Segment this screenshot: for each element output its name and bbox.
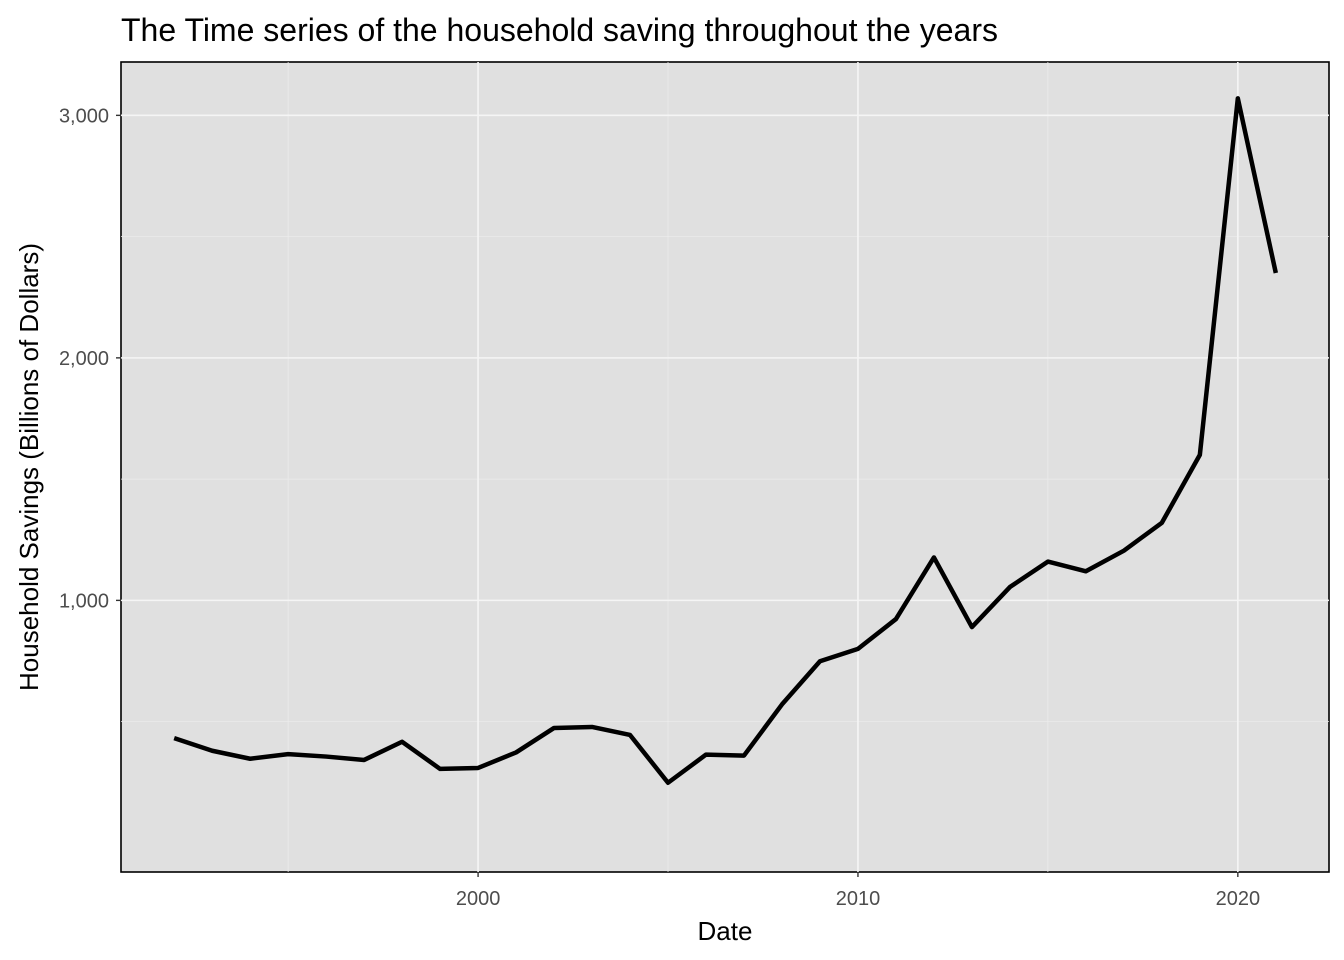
chart-title: The Time series of the household saving … <box>121 12 998 48</box>
x-axis-title: Date <box>698 916 753 946</box>
x-tick-label: 2020 <box>1216 888 1261 910</box>
axis-ticks: 2000 2010 2020 1,000 2,000 3,000 <box>59 105 1260 910</box>
data-series <box>173 96 1279 785</box>
x-tick-label: 2010 <box>836 888 881 910</box>
y-axis-title: Household Savings (Billions of Dollars) <box>14 243 44 691</box>
y-tick-label: 3,000 <box>59 105 109 127</box>
y-tick-label: 1,000 <box>59 590 109 612</box>
series-line <box>173 96 1279 785</box>
y-tick-label: 2,000 <box>59 348 109 370</box>
grid-lines <box>121 62 1329 872</box>
plot-panel <box>120 61 1330 873</box>
x-tick-label: 2000 <box>456 888 501 910</box>
